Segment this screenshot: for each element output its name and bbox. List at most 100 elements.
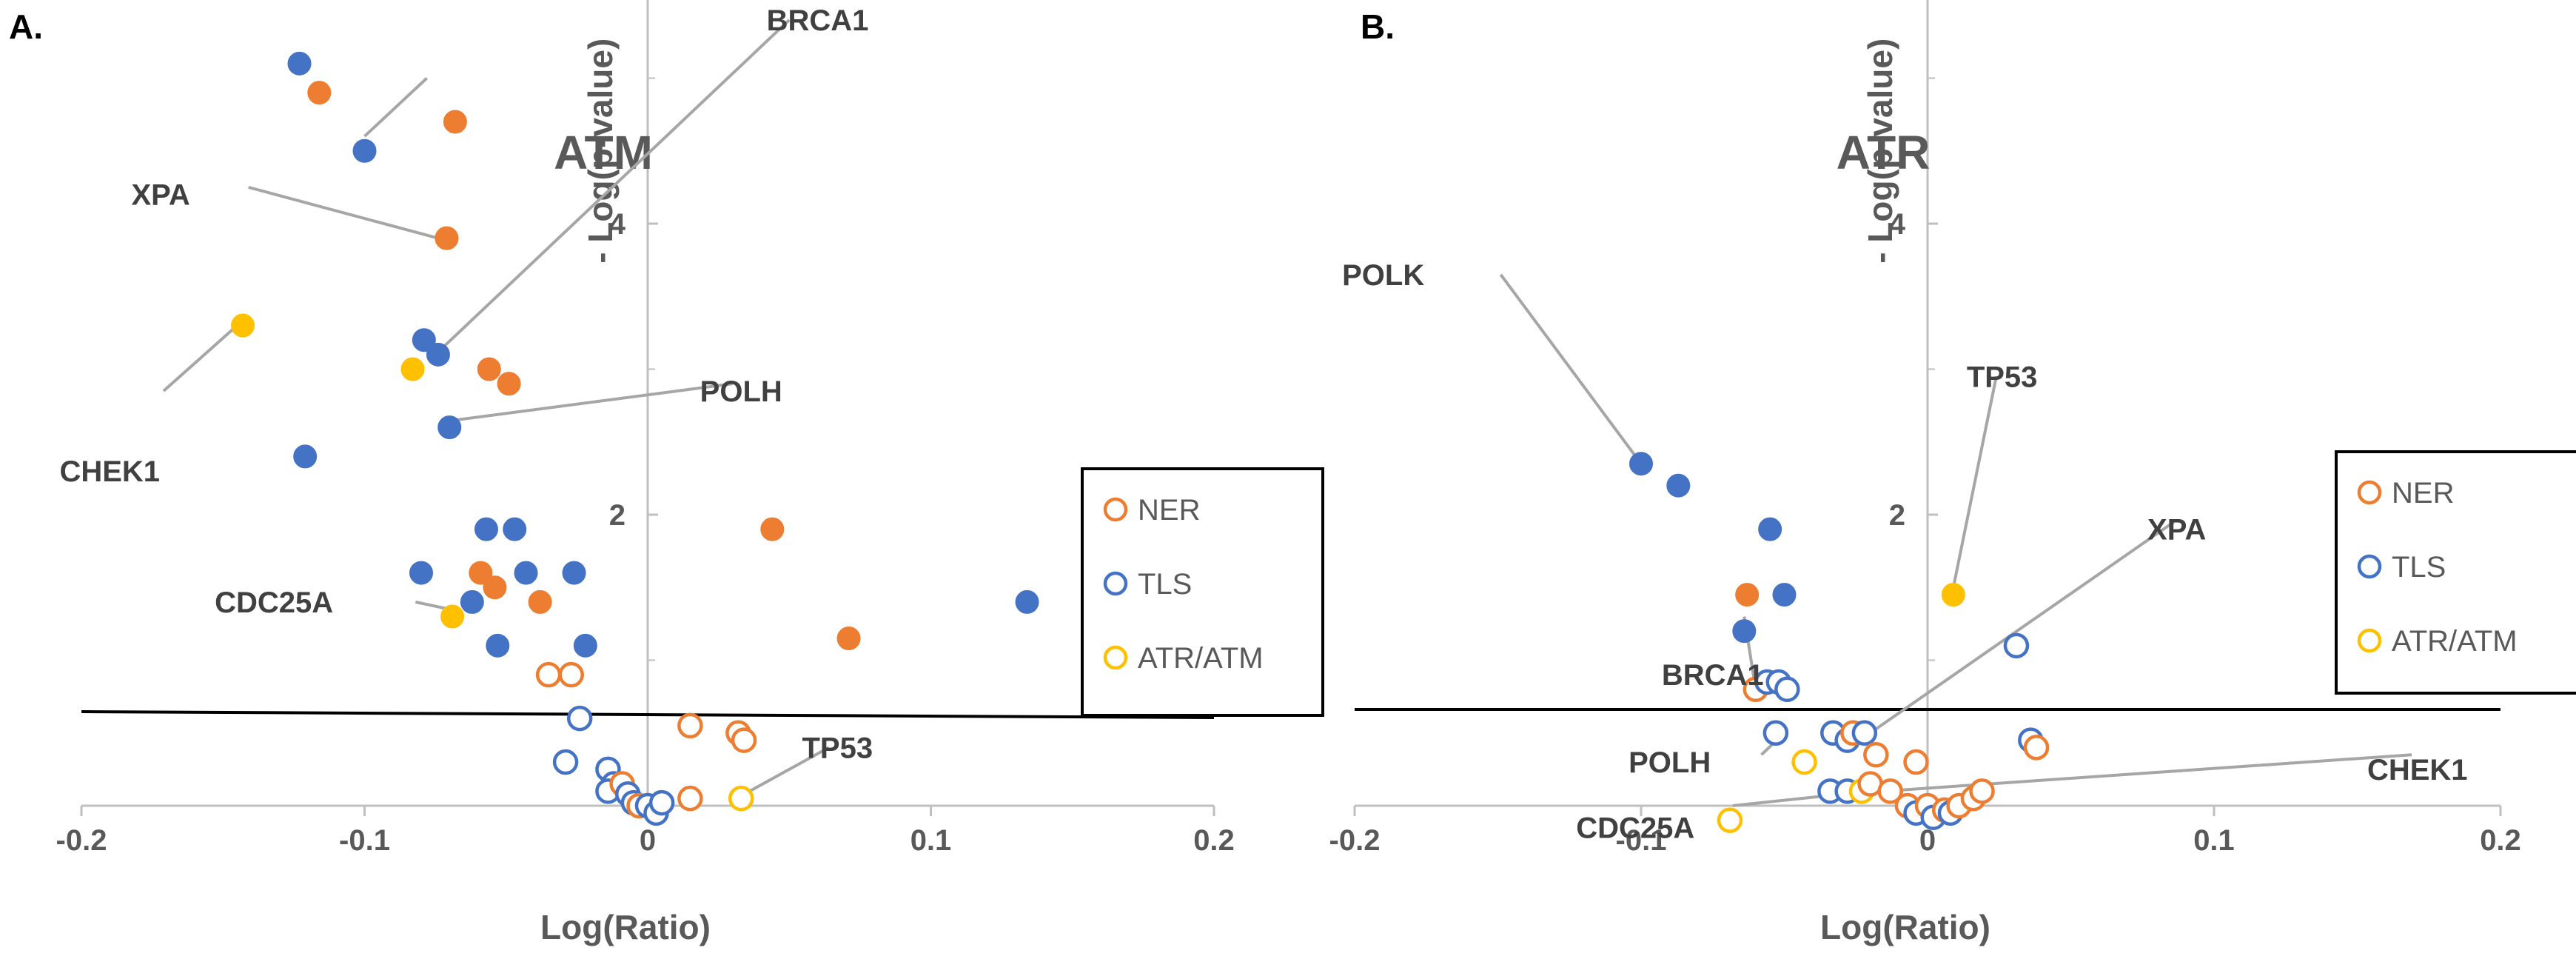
data-point-tls [1629,452,1653,476]
legend: NER TLS ATR/ATM [2335,450,2576,695]
x-tick-label: 0.2 [1193,824,1235,857]
data-point-atr-atm [1717,807,1743,833]
y-tick-label: 4 [609,208,626,241]
y-tick-label: 4 [1889,208,1906,241]
data-point-ner [558,661,584,688]
data-point-ner [760,517,785,541]
leader-line-xpa [1869,521,2175,735]
data-point-ner [497,372,521,396]
legend-marker-atr-atm [1103,645,1128,670]
gene-label-chek1: CHEK1 [59,455,160,488]
leader-line-tp53 [1951,375,1998,588]
legend: NER TLS ATR/ATM [1081,467,1324,717]
data-point-tls [514,561,538,585]
x-tick-label: 0 [640,824,656,857]
legend-marker-tls [2357,554,2382,579]
legend-marker-ner [2357,480,2382,505]
data-point-atr-atm [231,313,255,338]
leader-line-chek1 [162,324,238,392]
gene-label-polk: POLK [1342,259,1424,292]
gene-label-brca1: BRCA1 [767,4,869,37]
data-point-tls [562,561,586,585]
significance-threshold-line [81,710,1215,719]
gene-label-xpa: XPA [2147,514,2206,547]
data-point-atr-atm [728,785,754,812]
data-point-ner [677,785,703,812]
gene-label-polh: POLH [1629,746,1711,779]
data-point-ner [731,727,757,753]
gene-label-chek1: CHEK1 [2367,754,2468,786]
leader-line-cdc25a [415,600,450,611]
gene-label-cdc25a: CDC25A [215,587,333,619]
y-axis-label: - Log(p-value) [1861,39,1899,264]
panel-letter: A. [9,7,43,46]
data-point-atr-atm [1791,749,1817,775]
legend-marker-tls [1103,571,1128,596]
x-tick-label: 0 [1919,824,1936,857]
gene-label-brca1: BRCA1 [1662,659,1764,692]
data-point-tls [426,342,450,367]
x-axis-label: Log(Ratio) [540,908,711,946]
leader-line-xpa [248,185,439,240]
x-tick-label: 0.2 [2480,824,2521,857]
data-point-ner [677,712,703,739]
legend-marker-ner [1103,497,1128,522]
legend-marker-atr-atm [2357,628,2382,653]
data-point-tls [2003,632,2030,659]
data-point-tls [1774,676,1800,703]
data-point-tls [287,51,312,76]
data-point-atr-atm [440,604,465,629]
legend-label-tls: TLS [1138,568,1192,601]
y-axis-label: - Log(p-value) [581,39,620,264]
data-point-ner [2023,735,2050,761]
data-point-ner [1903,749,1929,775]
legend-label-ner: NER [2392,477,2454,509]
gene-label-tp53: TP53 [1967,361,2038,393]
panel-atm: A.-0.2-0.100.10.22468ATM- Log(p-value)Lo… [9,0,1324,946]
data-point-tls [1851,720,1878,746]
data-point-tls [552,749,579,775]
leader-line-chek1 [1884,753,2412,793]
legend-label-ner: NER [1138,494,1200,527]
chart-title: ATR [1837,126,1931,179]
x-tick-label: -0.1 [339,824,390,857]
data-point-ner [1969,778,1995,804]
gene-label-xpa: XPA [131,179,189,212]
data-point-tls [1758,517,1782,541]
x-tick-label: 0.1 [2193,824,2235,857]
leader-line-polk [363,77,429,138]
data-point-tls [460,589,484,614]
data-point-ner [435,226,459,250]
data-point-tls [293,444,318,469]
data-point-tls [1732,619,1757,644]
data-point-tls [486,633,510,658]
x-tick-label: -0.1 [1616,824,1667,857]
data-point-tls [1762,720,1789,746]
leader-line-polk [1499,273,1643,465]
data-point-ner [469,561,493,585]
data-point-ner [483,575,507,600]
data-point-tls [1666,473,1691,498]
panel-atr: B.-0.2-0.100.10.22468ATR- Log(p-value)Lo… [1329,0,2576,946]
x-axis-label: Log(Ratio) [1820,908,1990,946]
x-tick-label: -0.2 [56,824,107,857]
chart-title: ATM [554,126,653,179]
legend-label-atr-atm: ATR/ATM [1138,642,1264,675]
data-point-tls [409,561,433,585]
data-point-tls [503,517,527,541]
gene-label-cdc25a: CDC25A [1576,812,1694,844]
data-point-atr-atm [1941,583,1965,607]
leader-line-tp53 [748,746,830,793]
data-point-tls [352,138,377,163]
data-point-ner [307,81,332,105]
data-point-ner [477,357,501,381]
data-point-ner [1735,583,1760,607]
data-point-tls [1772,583,1797,607]
data-point-ner [1863,741,1889,768]
y-tick-label: 2 [609,499,625,532]
data-point-tls [573,633,597,658]
data-point-ner [836,626,861,651]
y-tick-label: 2 [1889,499,1905,532]
gene-label-tp53: TP53 [802,732,873,764]
legend-label-tls: TLS [2392,551,2446,584]
